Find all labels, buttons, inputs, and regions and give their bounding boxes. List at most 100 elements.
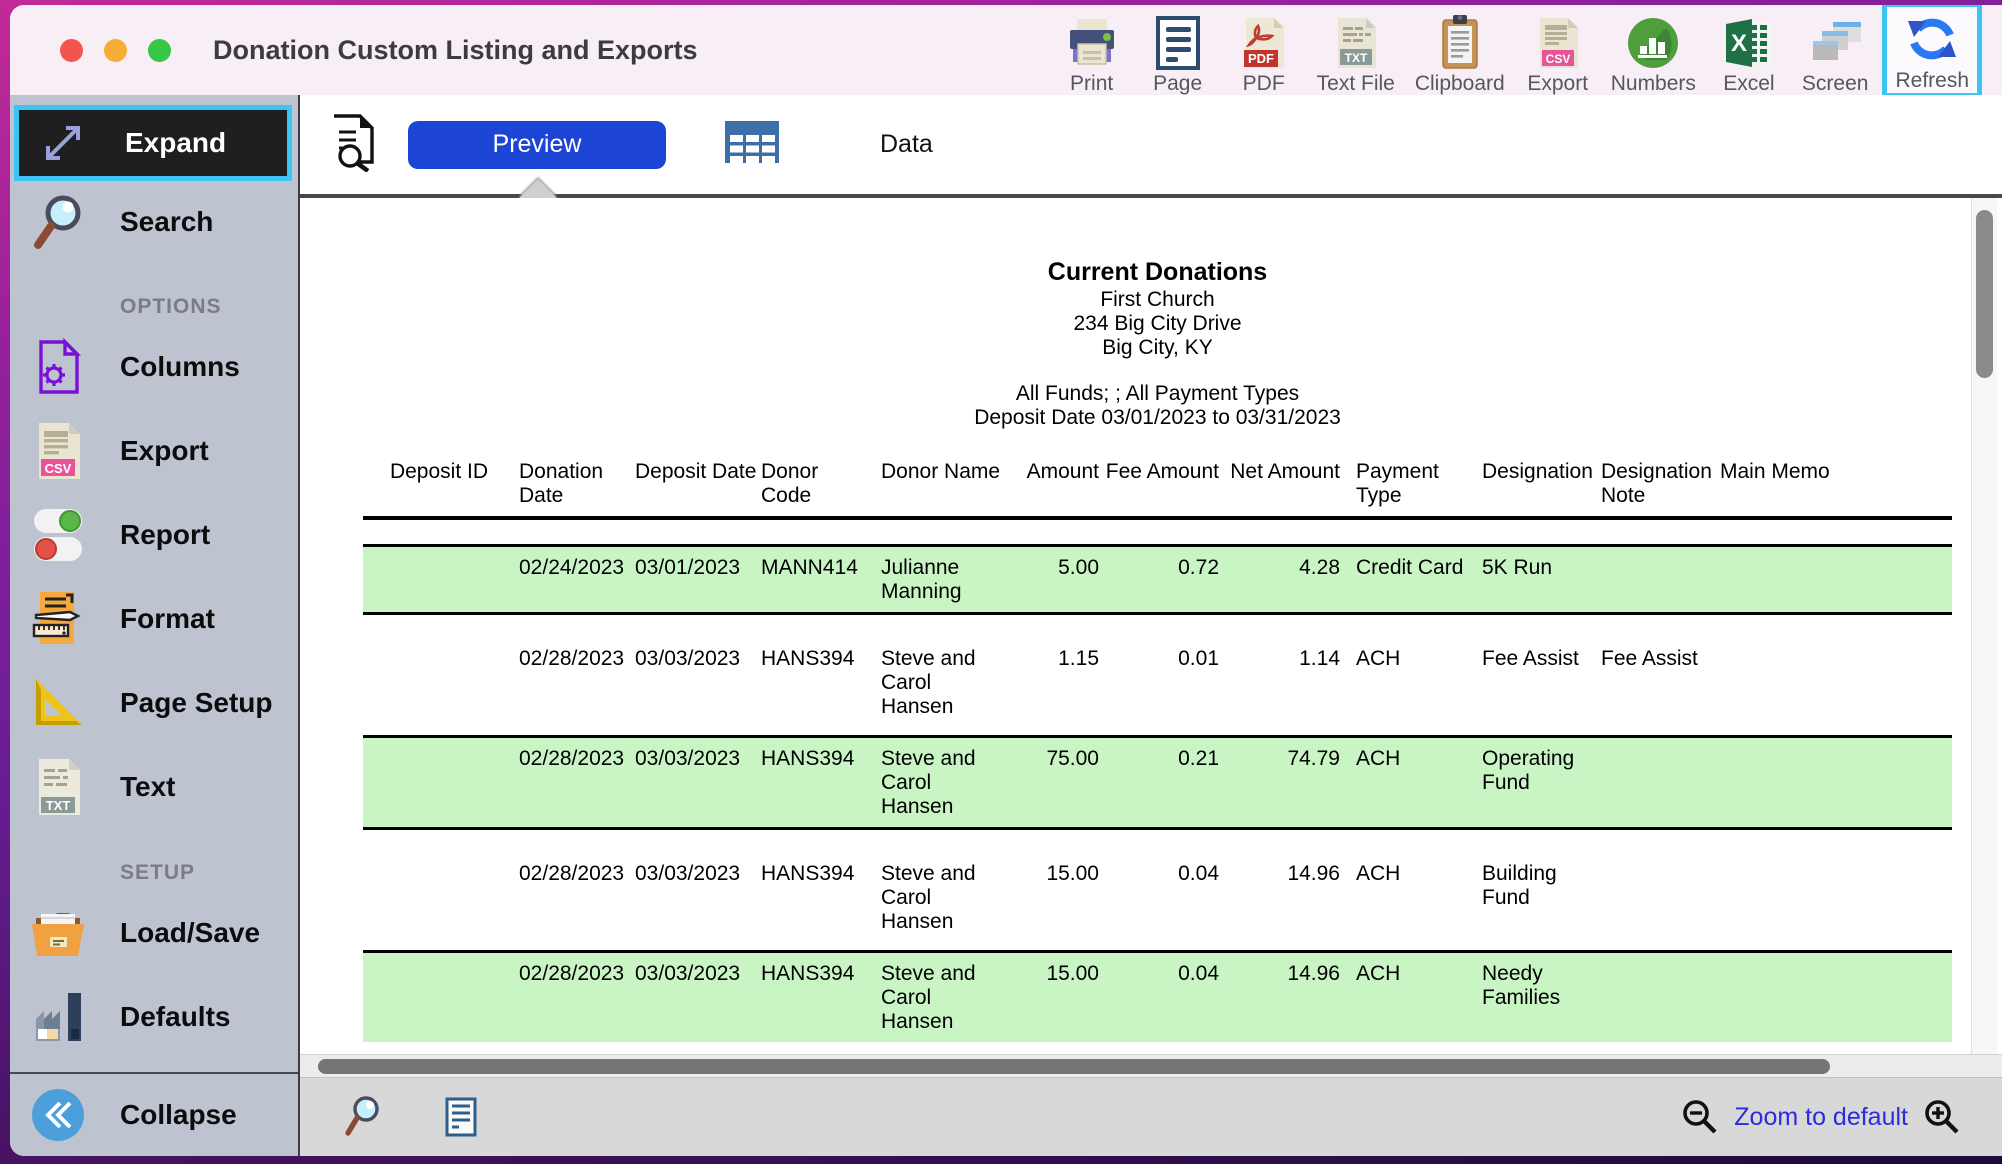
cell-main-memo (1710, 647, 1952, 719)
collapse-icon (26, 1087, 90, 1143)
cell-main-memo (1710, 962, 1952, 1034)
pdf-export-button[interactable]: PDF PDF (1225, 8, 1303, 98)
vertical-scrollbar-thumb[interactable] (1976, 210, 1993, 378)
sidebar-item-label: Export (120, 435, 209, 466)
horizontal-scrollbar[interactable] (300, 1054, 2002, 1077)
cell-designation-note (1591, 862, 1710, 934)
titlebar: Donation Custom Listing and Exports Prin… (10, 5, 2002, 98)
horizontal-scrollbar-thumb[interactable] (318, 1059, 1830, 1074)
screen-export-button[interactable]: Screen (1796, 8, 1875, 98)
vertical-scrollbar[interactable] (1971, 198, 1997, 1054)
sidebar-item-label: Expand (125, 127, 227, 158)
sidebar-item-text[interactable]: TXT Text (10, 745, 298, 829)
minimize-window-button[interactable] (104, 38, 127, 62)
csv-export-button[interactable]: CSV Export (1519, 8, 1597, 98)
pdf-file-icon: PDF (1240, 14, 1288, 70)
toolbar-item-label: Excel (1723, 72, 1775, 95)
magnifier-icon[interactable] (342, 1095, 382, 1139)
table-row: 02/28/2023 03/03/2023 HANS394 Steve and … (363, 953, 1952, 1042)
text-file-export-button[interactable]: TXT Text File (1311, 8, 1401, 98)
cell-donor-code: HANS394 (761, 862, 855, 885)
cell-payment-type: ACH (1356, 862, 1401, 885)
data-grid-icon[interactable] (720, 113, 784, 176)
factory-icon (26, 989, 90, 1045)
sidebar-item-collapse[interactable]: Collapse (10, 1072, 298, 1156)
svg-text:PDF: PDF (1248, 51, 1274, 66)
column-header-amount: Amount (1026, 460, 1099, 483)
cell-deposit-date: 03/03/2023 (635, 862, 741, 885)
txt-file-icon: TXT (26, 757, 90, 817)
app-window: Donation Custom Listing and Exports Prin… (10, 5, 2002, 1156)
cell-donation-date: 02/28/2023 (519, 647, 625, 670)
csv-file-icon: CSV (26, 421, 90, 481)
report-document: Current Donations First Church 234 Big C… (363, 198, 1952, 1042)
cell-net-amount: 74.79 (1287, 747, 1340, 770)
sidebar-item-label: Report (120, 519, 211, 550)
cell-donor-code: HANS394 (761, 747, 855, 770)
sidebar-item-expand[interactable]: Expand (14, 105, 292, 181)
excel-export-button[interactable]: X Excel (1710, 8, 1788, 98)
csv-file-icon: CSV (1534, 14, 1582, 70)
clipboard-copy-button[interactable]: Clipboard (1409, 8, 1511, 98)
table-row: 02/28/2023 03/03/2023 HANS394 Steve and … (363, 830, 1952, 950)
svg-text:TXT: TXT (46, 798, 71, 813)
refresh-button[interactable]: Refresh (1882, 5, 1982, 98)
print-button[interactable]: Print (1053, 8, 1131, 98)
cell-designation: 5K Run (1482, 556, 1553, 579)
cell-payment-type: ACH (1356, 962, 1401, 985)
toolbar-item-label: Text File (1316, 72, 1395, 95)
sidebar-item-export[interactable]: CSV Export (10, 409, 298, 493)
sidebar-item-defaults[interactable]: Defaults (10, 975, 298, 1059)
row-separator (363, 950, 1952, 953)
page-list-icon[interactable] (444, 1096, 478, 1138)
sidebar-item-page-setup[interactable]: Page Setup (10, 661, 298, 745)
tab-preview[interactable]: Preview (408, 120, 666, 169)
screen-icon (1807, 14, 1863, 70)
sidebar-item-format[interactable]: Format (10, 577, 298, 661)
cell-main-memo (1710, 556, 1952, 604)
sidebar-item-load-save[interactable]: Load/Save (10, 891, 298, 975)
table-row: 02/24/2023 03/01/2023 MANN414 Julianne M… (363, 547, 1952, 612)
printer-icon (1065, 14, 1119, 70)
numbers-export-button[interactable]: Numbers (1605, 8, 1702, 98)
report-column-headers: Deposit ID Donation Date Deposit Date Do… (363, 460, 1952, 508)
report-filter-line: All Funds; ; All Payment Types (1015, 382, 1300, 405)
cell-deposit-date: 03/03/2023 (635, 647, 741, 670)
cell-deposit-date: 03/03/2023 (635, 962, 741, 985)
column-header-fee-amount: Fee Amount (1105, 460, 1219, 483)
toolbar-item-label: Export (1527, 72, 1589, 95)
cell-payment-type: ACH (1356, 747, 1401, 770)
sidebar-item-report[interactable]: Report (10, 493, 298, 577)
toolbar-item-label: Print (1070, 72, 1114, 95)
zoom-in-icon[interactable] (1922, 1097, 1962, 1137)
tab-bar: Preview Data (300, 95, 2002, 198)
zoom-out-icon[interactable] (1680, 1097, 1720, 1137)
zoom-to-default-link[interactable]: Zoom to default (1734, 1102, 1908, 1131)
cell-donor-code: MANN414 (761, 556, 858, 579)
sidebar-item-search[interactable]: Search (10, 181, 298, 263)
numbers-icon (1626, 14, 1680, 70)
column-header-deposit-date: Deposit Date (635, 460, 757, 483)
cell-designation: Fee Assist (1482, 647, 1579, 670)
page-button[interactable]: Page (1139, 8, 1217, 98)
tab-data[interactable]: Data (880, 130, 933, 158)
sidebar-item-columns[interactable]: Columns (10, 325, 298, 409)
svg-text:CSV: CSV (1545, 52, 1570, 66)
sidebar-item-label: Columns (120, 351, 240, 382)
report-org-name: First Church (1100, 288, 1215, 311)
search-icon (26, 193, 90, 251)
cell-designation: Operating Fund (1482, 747, 1575, 794)
cell-donor-code: HANS394 (761, 647, 855, 670)
clipboard-icon (1437, 14, 1483, 70)
row-separator (363, 544, 1952, 547)
toolbar-item-label: Numbers (1610, 72, 1696, 95)
close-window-button[interactable] (60, 38, 83, 62)
column-header-donor-code: Donor Code (761, 460, 819, 507)
svg-text:X: X (1731, 30, 1747, 57)
toolbar-item-label: PDF (1242, 72, 1285, 95)
cell-deposit-id (363, 647, 493, 719)
cell-payment-type: ACH (1356, 647, 1401, 670)
cell-deposit-id (363, 862, 493, 934)
zoom-window-button[interactable] (148, 38, 171, 62)
report-preview: Current Donations First Church 234 Big C… (300, 198, 2002, 1054)
